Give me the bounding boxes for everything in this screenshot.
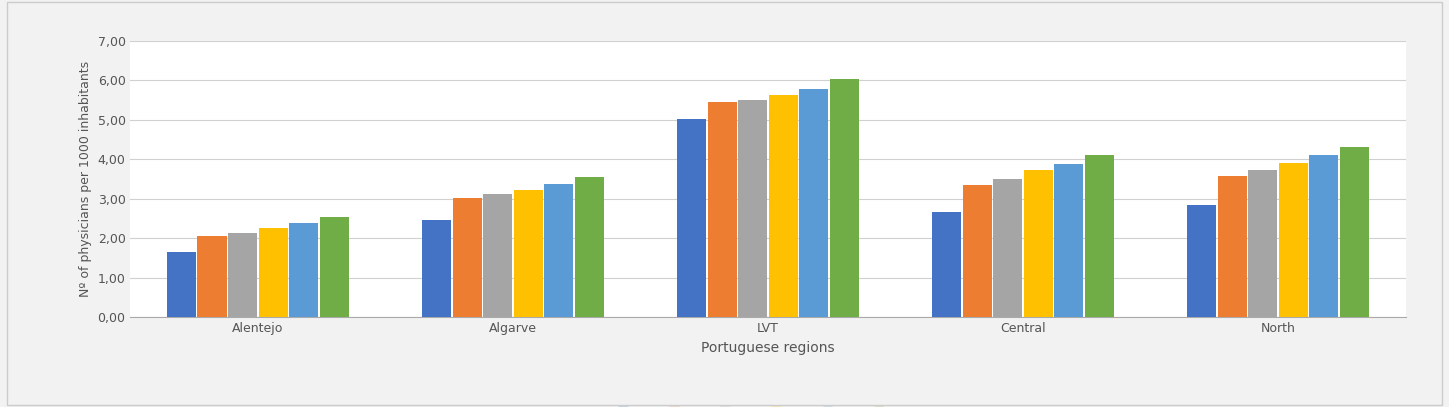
Bar [290, 223, 319, 317]
Bar [1187, 205, 1216, 317]
Bar [830, 79, 859, 317]
Bar [452, 198, 481, 317]
Legend: 2009, 2010, 2011, 2012, 2013, 2014: 2009, 2010, 2011, 2012, 2013, 2014 [613, 401, 923, 407]
Bar [677, 119, 706, 317]
Bar [1217, 176, 1246, 317]
Bar [320, 217, 349, 317]
Bar [769, 95, 798, 317]
Bar [1024, 171, 1053, 317]
Bar [1340, 147, 1369, 317]
Bar [993, 179, 1022, 317]
Bar [1310, 155, 1339, 317]
Bar [259, 228, 288, 317]
Bar [167, 252, 196, 317]
Bar [514, 190, 543, 317]
Bar [483, 194, 511, 317]
Bar [227, 233, 256, 317]
Bar [707, 102, 736, 317]
Bar [1055, 164, 1084, 317]
Bar [575, 177, 604, 317]
X-axis label: Portuguese regions: Portuguese regions [701, 341, 835, 355]
Bar [738, 100, 767, 317]
Bar [962, 185, 991, 317]
Bar [1279, 163, 1308, 317]
Bar [1248, 170, 1277, 317]
Y-axis label: Nº of physicians per 1000 inhabitants: Nº of physicians per 1000 inhabitants [80, 61, 91, 297]
Bar [932, 212, 961, 317]
Bar [800, 89, 829, 317]
Bar [197, 236, 226, 317]
Bar [1085, 155, 1114, 317]
Bar [422, 220, 451, 317]
Bar [545, 184, 574, 317]
